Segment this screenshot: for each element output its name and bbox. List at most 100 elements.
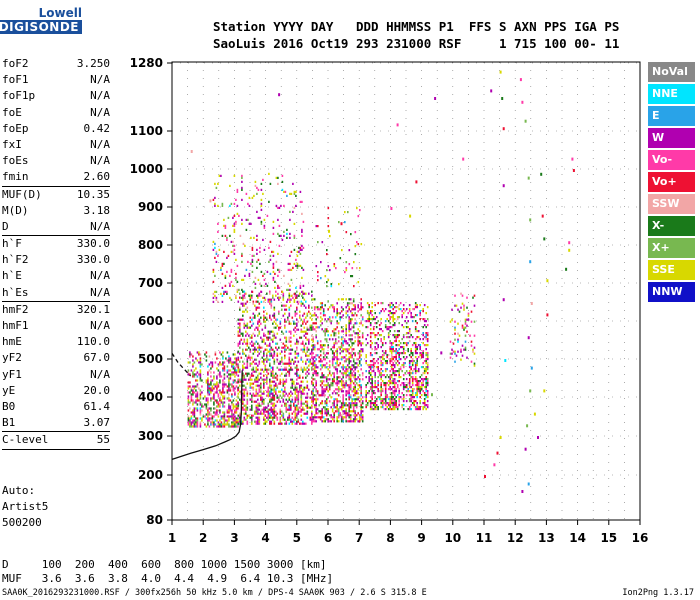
echo-point — [381, 362, 384, 365]
echo-point — [321, 372, 323, 375]
echo-point — [333, 306, 335, 309]
echo-point — [269, 412, 271, 415]
echo-point — [278, 93, 281, 97]
echo-point — [365, 400, 367, 403]
echo-point — [372, 408, 375, 411]
echo-point — [269, 362, 271, 365]
echo-point — [426, 356, 429, 359]
echo-point — [251, 270, 254, 273]
echo-point — [225, 357, 227, 360]
echo-point — [361, 324, 364, 327]
echo-point — [408, 362, 411, 365]
echo-point — [425, 354, 427, 357]
echo-point — [330, 396, 332, 399]
echo-point — [374, 352, 376, 355]
echo-point — [303, 326, 306, 329]
echo-point — [292, 296, 294, 299]
echo-point — [290, 322, 292, 325]
echo-point — [345, 384, 347, 387]
echo-point — [371, 366, 373, 369]
param-name: foE — [2, 105, 22, 119]
echo-point — [426, 324, 429, 327]
echo-point — [205, 399, 208, 402]
echo-point — [291, 378, 294, 381]
echo-point — [237, 344, 240, 347]
echo-point — [395, 388, 397, 391]
echo-point — [297, 398, 300, 401]
echo-point — [342, 382, 344, 385]
echo-point — [195, 385, 197, 388]
echo-point — [313, 366, 316, 369]
echo-point — [396, 380, 399, 383]
echo-point — [231, 411, 233, 414]
echo-point — [425, 348, 427, 351]
echo-point — [246, 402, 249, 405]
echo-point — [345, 312, 347, 315]
echo-point — [195, 407, 197, 410]
echo-point — [390, 350, 393, 353]
echo-point — [315, 225, 318, 228]
echo-point — [357, 364, 359, 367]
echo-point — [228, 381, 230, 384]
echo-point — [327, 300, 329, 303]
echo-point — [334, 410, 337, 413]
y-tick-label: 500 — [138, 352, 163, 366]
echo-point — [235, 369, 238, 372]
echo-point — [244, 292, 246, 295]
echo-point — [336, 354, 338, 357]
echo-point — [245, 342, 247, 345]
echo-point — [312, 346, 314, 349]
echo-point — [205, 413, 208, 416]
echo-point — [319, 316, 322, 319]
echo-point — [270, 408, 273, 411]
echo-point — [296, 318, 298, 321]
echo-point — [195, 357, 197, 360]
echo-point — [398, 348, 400, 351]
echo-point — [389, 376, 391, 379]
echo-point — [296, 394, 298, 397]
echo-point — [251, 396, 253, 399]
echo-point — [423, 372, 426, 375]
echo-point — [222, 357, 224, 360]
echo-point — [319, 412, 322, 415]
echo-point — [340, 390, 343, 393]
echo-point — [306, 386, 309, 389]
echo-point — [252, 332, 255, 335]
echo-point — [269, 300, 271, 303]
echo-point — [402, 366, 405, 369]
echo-point — [348, 348, 350, 351]
echo-point — [321, 420, 323, 423]
echo-point — [337, 312, 340, 315]
param-row: B0 61.4 — [2, 399, 110, 415]
echo-point — [318, 360, 320, 363]
echo-point — [202, 415, 205, 418]
echo-point — [374, 336, 376, 339]
echo-point — [278, 328, 280, 331]
echo-point — [282, 392, 285, 395]
echo-point — [231, 373, 233, 376]
echo-point — [392, 342, 394, 345]
echo-point — [303, 422, 306, 425]
echo-point — [389, 318, 391, 321]
echo-point — [301, 276, 303, 279]
echo-point — [405, 332, 408, 335]
echo-point — [284, 382, 286, 385]
echo-point — [393, 340, 396, 343]
echo-point — [425, 358, 427, 361]
echo-point — [321, 366, 323, 369]
echo-point — [336, 420, 338, 423]
echo-point — [241, 176, 243, 179]
echo-point — [205, 425, 208, 428]
echo-point — [409, 214, 412, 218]
echo-point — [266, 338, 268, 341]
echo-point — [229, 361, 232, 364]
echo-point — [279, 352, 282, 355]
echo-point — [311, 390, 313, 393]
echo-point — [351, 312, 353, 315]
echo-point — [288, 320, 291, 323]
echo-point — [343, 404, 346, 407]
echo-point — [232, 365, 235, 368]
echo-point — [223, 413, 226, 416]
echo-point — [333, 328, 335, 331]
echo-point — [380, 400, 382, 403]
